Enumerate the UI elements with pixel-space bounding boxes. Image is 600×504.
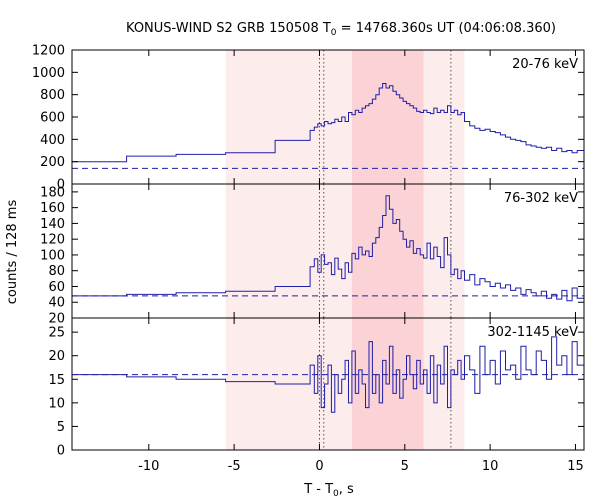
- panel-1: 0 200 400 600 800 1000 1200 20-76 keV: [32, 44, 585, 193]
- y-tick-label: 80: [48, 264, 65, 279]
- x-tick-label: 15: [567, 459, 584, 474]
- y-tick-label: 25: [48, 326, 65, 341]
- y-tick-label: 400: [40, 133, 65, 148]
- x-tick-label: 5: [401, 459, 409, 474]
- y-tick-label: 20: [48, 312, 65, 327]
- shaded-region-1: [225, 318, 465, 450]
- y-tick-label: 100: [40, 248, 65, 263]
- shaded-region-2: [351, 50, 424, 184]
- series-line: [72, 195, 584, 302]
- y-tick-label: 5: [57, 420, 65, 435]
- y-tick-label: 1000: [32, 66, 65, 81]
- y-tick-label: 200: [40, 155, 65, 170]
- x-tick-label: 10: [482, 459, 499, 474]
- y-tick-label: 180: [40, 185, 65, 200]
- y-tick-label: 600: [40, 111, 65, 126]
- x-tick-label: -10: [138, 459, 159, 474]
- panel-label: 76-302 keV: [504, 191, 578, 206]
- y-tick-label: 60: [48, 280, 65, 295]
- y-tick-label: 40: [48, 296, 65, 311]
- y-axis-title: counts / 128 ms: [5, 200, 20, 305]
- panel-label: 302-1145 keV: [487, 325, 578, 340]
- x-tick-label: 0: [315, 459, 323, 474]
- panel-label: 20-76 keV: [512, 57, 578, 72]
- panel-3: 0 5 10 15 20 25 302-1145 keV: [48, 317, 585, 459]
- y-tick-label: 15: [48, 373, 65, 388]
- y-tick-label: 800: [40, 88, 65, 103]
- y-tick-label: 140: [40, 217, 65, 232]
- chart-title: KONUS-WIND S2 GRB 150508 T0 = 14768.360s…: [126, 21, 556, 38]
- y-tick-label: 120: [40, 233, 65, 248]
- y-tick-label: 20: [48, 349, 65, 364]
- x-axis-title: T - T0, s: [303, 482, 354, 499]
- y-tick-label: 0: [57, 178, 65, 193]
- shaded-region-1: [225, 184, 465, 318]
- y-tick-label: 0: [57, 444, 65, 459]
- y-tick-label: 160: [40, 201, 65, 216]
- panel-frame: [71, 317, 585, 451]
- y-tick-label: 10: [48, 396, 65, 411]
- x-tick-label: -5: [228, 459, 241, 474]
- series-line: [72, 83, 584, 163]
- y-tick-label: 1200: [32, 44, 65, 59]
- series-line: [72, 336, 584, 413]
